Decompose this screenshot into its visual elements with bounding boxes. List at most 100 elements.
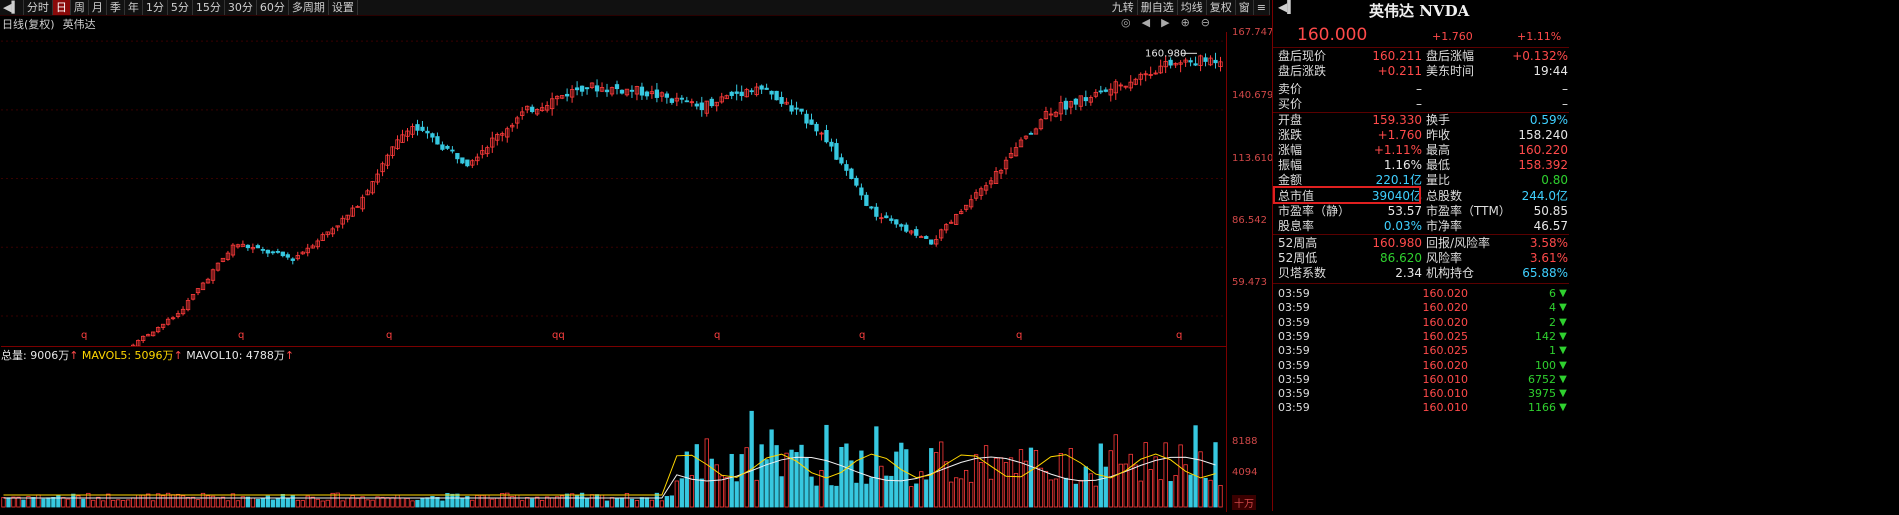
menu-icon[interactable]: ≡ [1254,0,1270,15]
candle-body [899,224,904,227]
tab-week[interactable]: 周 [71,0,89,15]
remove-watchlist-button[interactable]: 删自选 [1138,0,1178,15]
volume-bar [1023,460,1029,508]
field-value: 46.57 [1533,219,1568,233]
volume-bar [380,496,385,508]
candle-body [1098,90,1103,93]
field-value: 19:44 [1533,64,1568,78]
tab-year[interactable]: 年 [125,0,143,15]
tick-row: 03:59 160.025 1 ▼ [1278,344,1570,358]
volume-bar [285,497,290,508]
candle-body [1208,57,1213,66]
volume-bar [694,444,699,508]
volume-bar [1213,442,1218,508]
candle-body [968,199,974,208]
candle-body [330,228,335,235]
field-value: 0.80 [1541,173,1568,187]
field-value: 1.16% [1383,158,1422,172]
tab-fenshi[interactable]: 分时 [24,0,53,15]
candle-body [1148,74,1153,76]
zoom-out-icon[interactable]: ⊖ [1200,16,1210,29]
tick-time: 03:59 [1278,301,1310,315]
tab-day[interactable]: 日 [52,0,71,15]
candle-body [844,164,849,171]
candle-body [1078,95,1083,107]
tab-month[interactable]: 月 [89,0,107,15]
volume-chart[interactable]: 总量: 9006万↑ MAVOL5: 5096万↑ MAVOL10: 4788万… [1,346,1227,512]
candle-body [1003,159,1009,170]
tick-time: 03:59 [1278,387,1310,401]
volume-bar [579,492,585,508]
volume-bar [136,494,141,508]
zoom-in-icon[interactable]: ⊕ [1180,16,1190,29]
candle-body [724,95,729,100]
mavol10-line [3,456,1216,499]
field-value: – [1416,82,1422,96]
target-icon[interactable]: ◎ [1121,16,1131,29]
candle-body [944,224,949,231]
ma-button[interactable]: 均线 [1178,0,1207,15]
volume-bar [495,497,500,508]
volume-unit-label: 十万 [1232,495,1256,510]
volume-bar [894,451,899,508]
tab-5min[interactable]: 5分 [168,0,193,15]
field-value: 159.330 [1372,113,1422,127]
volume-bar [599,494,605,508]
candle-body [1203,57,1208,62]
volume-bar [954,477,959,508]
toolbar-arrow-icon[interactable]: ◀▍ [0,0,24,15]
volume-bar [799,444,804,508]
stock-title: 英伟达 NVDA [1369,2,1470,20]
quote-field-row: 卖价 – – [1278,82,1570,97]
volume-bar [81,498,86,508]
candle-body [983,185,989,191]
candle-body [909,230,914,234]
volume-bar [1208,479,1213,508]
panel-arrow-icon[interactable]: ◀▍ [1278,0,1297,14]
candle-body [400,134,405,143]
volume-bar [569,493,575,508]
volume-bar [594,494,600,508]
right-arrow-icon[interactable]: ▶ [1161,16,1170,29]
tab-settings[interactable]: 设置 [329,0,358,15]
tick-time: 03:59 [1278,358,1310,372]
candle-body [694,103,699,107]
candle-body [594,85,600,92]
volume-bar [420,498,425,508]
volume-bar [36,494,41,508]
adjust-button[interactable]: 复权 [1207,0,1236,15]
quote-field-row: 盘后现价 160.211 盘后涨幅 +0.132% [1278,49,1570,64]
candle-body [1143,73,1148,76]
tab-quarter[interactable]: 季 [107,0,125,15]
tick-volume: 3975 [1528,387,1556,401]
tab-1min[interactable]: 1分 [143,0,168,15]
candle-body [335,225,340,228]
candle-body [545,105,550,111]
volume-bar [804,458,809,508]
price-chart[interactable]: 160.980–39.172qqqqqqqqq [1,32,1227,376]
tab-60min[interactable]: 60分 [257,0,289,15]
field-label: 52周低 [1278,251,1318,265]
tab-15min[interactable]: 15分 [193,0,225,15]
volume-bar [500,493,505,508]
candle-body [510,124,515,128]
volume-chart-svg [1,410,1223,508]
volume-bar [559,495,565,508]
volume-bar [924,479,929,508]
tab-multi-period[interactable]: 多周期 [289,0,329,15]
candle-body [480,150,485,155]
left-arrow-icon[interactable]: ◀ [1141,16,1151,29]
volume-bar [1058,453,1064,508]
volume-bar [794,452,799,508]
volume-bar [365,499,370,508]
volume-bar [280,493,285,508]
field-value: 220.1亿 [1375,173,1422,187]
event-marker: q [1016,330,1022,341]
tick-volume: 100 [1535,358,1556,372]
tab-30min[interactable]: 30分 [225,0,257,15]
quote-field-row: 市盈率（静） 53.57 市盈率（TTM） 50.85 [1278,204,1570,219]
window-button[interactable]: 窗 [1236,0,1254,15]
jiuzhuan-button[interactable]: 九转 [1109,0,1138,15]
candle-body [729,91,734,96]
volume-bar [779,476,784,508]
